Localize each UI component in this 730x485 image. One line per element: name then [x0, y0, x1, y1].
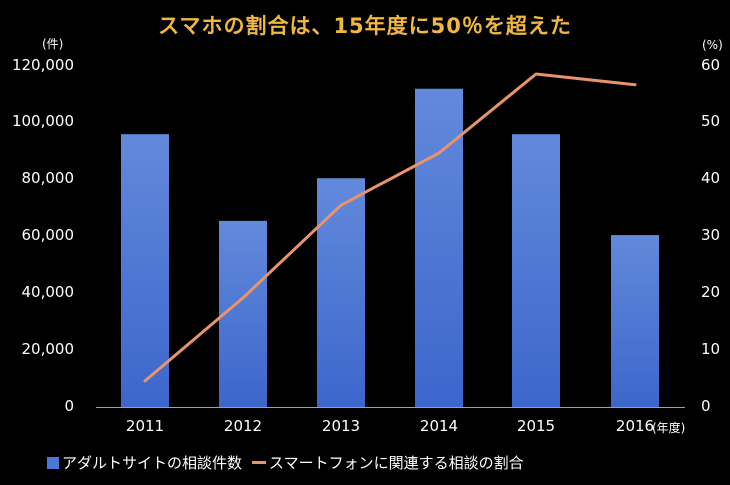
x-axis-unit: (年度)	[652, 421, 686, 435]
bar-2014	[415, 88, 463, 407]
left-tick-80000: 80,000	[21, 169, 75, 187]
legend: アダルトサイトの相談件数 スマートフォンに関連する相談の割合	[47, 452, 524, 473]
right-tick-30: 30	[701, 226, 721, 244]
right-tick-0: 0	[701, 397, 711, 415]
right-tick-40: 40	[701, 169, 721, 187]
legend-bar-swatch-icon	[47, 456, 59, 469]
left-tick-120000: 120,000	[11, 56, 74, 74]
bar-2013	[317, 178, 365, 407]
bar-series	[121, 88, 659, 407]
x-tick-2011: 2011	[125, 417, 165, 435]
chart-title: スマホの割合は、15年度に50％を超えた	[158, 14, 572, 38]
x-tick-2016: 2016	[615, 417, 655, 435]
legend-line-label: スマートフォンに関連する相談の割合	[269, 454, 524, 472]
legend-bar-label: アダルトサイトの相談件数	[62, 454, 243, 472]
right-axis-unit: (%)	[702, 38, 723, 52]
left-tick-20000: 20,000	[21, 340, 75, 358]
line-series	[143, 72, 637, 383]
right-tick-20: 20	[701, 283, 721, 301]
right-tick-10: 10	[701, 340, 721, 358]
x-tick-2012: 2012	[223, 417, 263, 435]
left-tick-40000: 40,000	[21, 283, 75, 301]
bar-2015	[512, 134, 560, 407]
left-tick-0: 0	[64, 397, 74, 415]
right-tick-60: 60	[701, 56, 721, 74]
legend-line-swatch-icon	[252, 461, 267, 464]
right-tick-50: 50	[701, 112, 721, 130]
x-tick-2015: 2015	[516, 417, 556, 435]
x-tick-2013: 2013	[321, 417, 361, 435]
left-axis-unit: (件)	[42, 37, 64, 51]
left-tick-100000: 100,000	[11, 112, 74, 130]
bar-2011	[121, 134, 169, 407]
bar-2012	[219, 220, 267, 407]
bar-2016	[611, 235, 659, 407]
left-tick-60000: 60,000	[21, 226, 75, 244]
x-tick-2014: 2014	[419, 417, 459, 435]
